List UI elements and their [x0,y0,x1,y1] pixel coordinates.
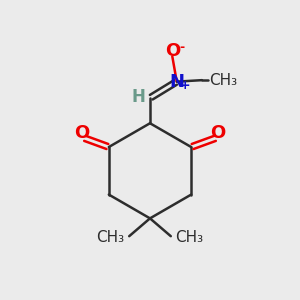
Text: +: + [179,79,190,92]
Text: O: O [210,124,225,142]
Text: CH₃: CH₃ [175,230,203,245]
Text: O: O [165,42,180,60]
Text: O: O [75,124,90,142]
Text: CH₃: CH₃ [97,230,125,245]
Text: N: N [169,73,184,91]
Text: H: H [132,88,145,106]
Text: CH₃: CH₃ [209,73,238,88]
Text: -: - [179,41,184,54]
